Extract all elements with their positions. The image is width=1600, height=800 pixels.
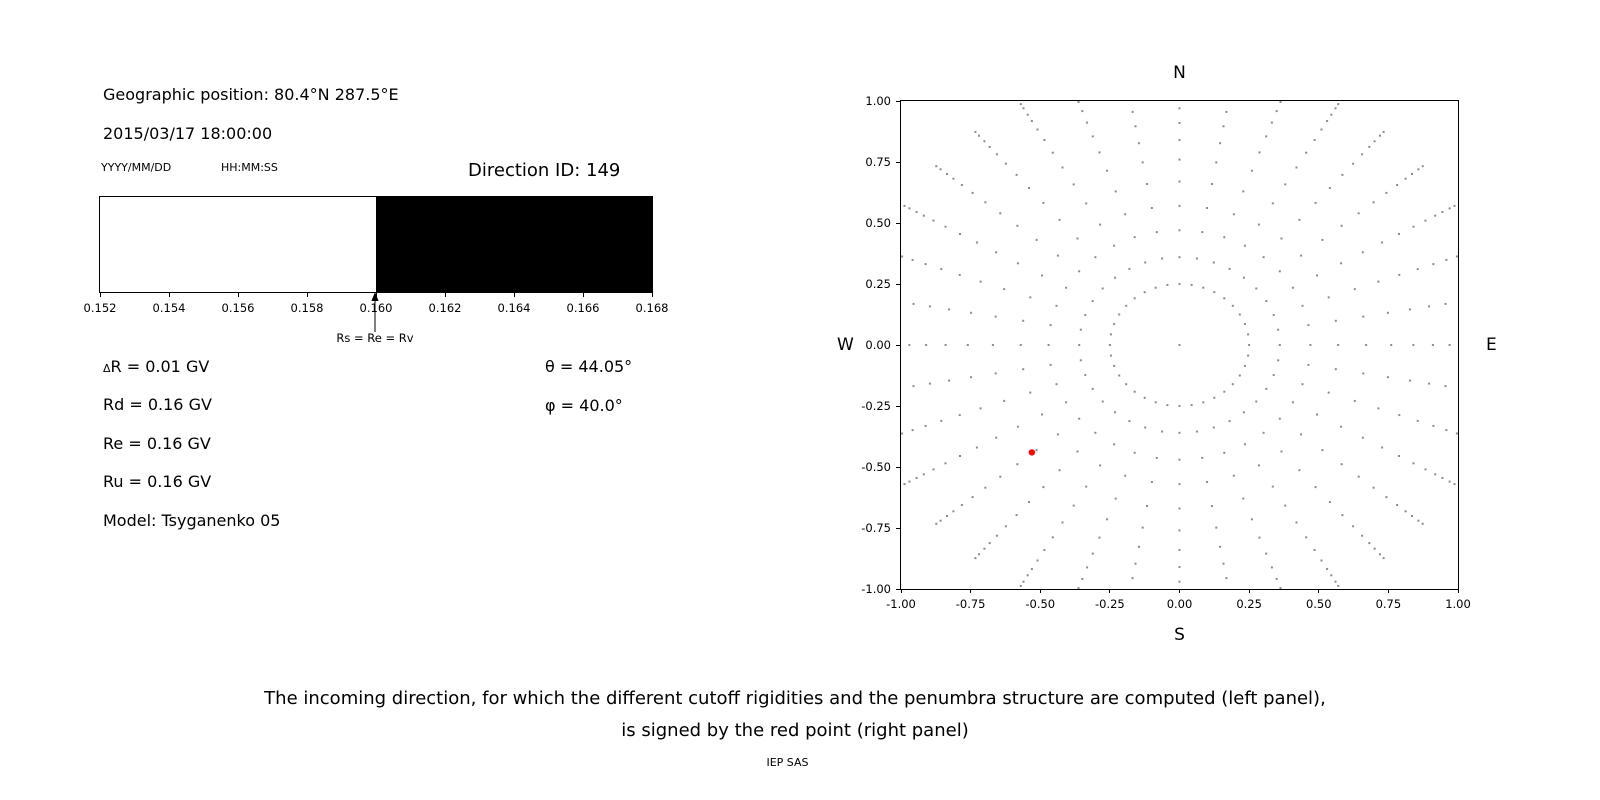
- scatter-x-tickmark: [1248, 589, 1250, 593]
- scatter-x-tick-label: -1.00: [886, 597, 916, 611]
- scatter-y-tick-label: 0.00: [865, 338, 891, 352]
- scatter-x-tickmark: [1457, 589, 1459, 593]
- penumbra-x-tickmark: [168, 293, 170, 297]
- re-line: Re = 0.16 GV: [103, 434, 211, 453]
- penumbra-segment: [100, 197, 376, 292]
- penumbra-x-tickmark: [513, 293, 515, 297]
- penumbra-x-tick-label: 0.160: [359, 301, 393, 315]
- delta-symbol: Δ: [103, 362, 111, 375]
- scatter-x-tick-label: 0.50: [1305, 597, 1332, 611]
- penumbra-x-tick-label: 0.158: [290, 301, 324, 315]
- penumbra-x-tick-label: 0.154: [152, 301, 186, 315]
- scatter-x-tickmark: [970, 589, 972, 593]
- scatter-y-tickmark: [896, 100, 900, 102]
- scatter-x-tick-label: -0.50: [1025, 597, 1056, 611]
- scatter-x-tickmark: [1318, 589, 1320, 593]
- phi-value: φ = 40.0°: [545, 396, 623, 415]
- compass-east-label: E: [1486, 335, 1497, 355]
- theta-value: θ = 44.05°: [545, 357, 633, 376]
- scatter-x-tick-label: 1.00: [1445, 597, 1471, 611]
- time-format-label: HH:MM:SS: [221, 161, 278, 174]
- direction-id-title: Direction ID: 149: [468, 160, 621, 181]
- scatter-x-tickmark: [1179, 589, 1180, 593]
- scatter-y-tick-label: -1.00: [861, 582, 891, 596]
- scatter-x-tick-label: -0.25: [1094, 597, 1125, 611]
- scatter-y-tickmark: [896, 344, 900, 346]
- penumbra-x-tickmark: [651, 293, 653, 297]
- caption-line-2: is signed by the red point (right panel): [621, 720, 969, 741]
- scatter-y-tick-label: -0.75: [861, 521, 891, 535]
- scatter-y-tick-label: 0.50: [865, 216, 891, 230]
- compass-west-label: W: [837, 335, 854, 355]
- penumbra-segment: [376, 197, 652, 292]
- scatter-y-tick-label: 0.25: [865, 277, 891, 291]
- penumbra-x-tickmark: [306, 293, 308, 297]
- penumbra-x-tickmark: [237, 293, 239, 297]
- credit-text: IEP SAS: [766, 756, 809, 769]
- scatter-y-tickmark: [896, 405, 900, 407]
- scatter-y-tickmark: [896, 466, 900, 468]
- cutoff-arrow-label: Rs = Re = Rv: [336, 331, 414, 345]
- scatter-x-tick-label: 0.00: [1166, 597, 1193, 611]
- penumbra-bar: [99, 196, 653, 293]
- scatter-y-tickmark: [896, 161, 900, 163]
- caption-line-1: The incoming direction, for which the di…: [264, 688, 1326, 709]
- compass-north-label: N: [1173, 63, 1186, 83]
- penumbra-x-axis: 0.152 0.154 0.156 0.158 0.160 0.162 0.164 0.166…: [84, 293, 668, 319]
- penumbra-x-tick-label: 0.156: [221, 301, 255, 315]
- penumbra-x-tick-label: 0.152: [83, 301, 117, 315]
- scatter-y-tickmark: [896, 283, 900, 285]
- penumbra-x-tickmark: [99, 293, 101, 297]
- scatter-x-tickmark: [1039, 589, 1041, 593]
- penumbra-x-tick-label: 0.164: [497, 301, 531, 315]
- scatter-y-tick-label: 1.00: [865, 94, 891, 108]
- penumbra-x-tickmark: [444, 293, 446, 297]
- penumbra-x-tickmark: [582, 293, 584, 297]
- scatter-y-tick-label: -0.50: [861, 460, 891, 474]
- ru-line: Ru = 0.16 GV: [103, 472, 212, 491]
- geo-position-text: Geographic position: 80.4°N 287.5°E: [103, 85, 399, 104]
- date-format-label: YYYY/MM/DD: [101, 161, 172, 174]
- model-line: Model: Tsyganenko 05: [103, 511, 281, 530]
- cutoff-arrow-icon: [371, 292, 379, 332]
- direction-plot: N S W E -1.00 -0.75 -0.50 -0.25 0.00 0.25 0.50…: [837, 63, 1497, 645]
- penumbra-x-tick-label: 0.168: [635, 301, 669, 315]
- penumbra-x-tick-label: 0.166: [566, 301, 600, 315]
- direction-scatter-canvas: [901, 101, 1458, 589]
- red-direction-point: [1028, 449, 1036, 456]
- scatter-x-tick-label: 0.25: [1236, 597, 1262, 611]
- scatter-x-tickmark: [900, 589, 902, 593]
- scatter-y-tickmark: [896, 222, 900, 224]
- scatter-x-tick-label: 0.75: [1375, 597, 1402, 611]
- scatter-x-tickmark: [1387, 589, 1389, 593]
- penumbra-x-tick-label: 0.162: [428, 301, 462, 315]
- scatter-x-tick-label: -0.75: [955, 597, 986, 611]
- rd-line: Rd = 0.16 GV: [103, 395, 212, 414]
- datetime-text: 2015/03/17 18:00:00: [103, 124, 273, 143]
- scatter-y-tickmark: [896, 527, 900, 529]
- scatter-y-tick-label: -0.25: [861, 399, 891, 413]
- scatter-y-tickmark: [896, 588, 900, 590]
- delta-r-line: ΔR = 0.01 GV: [103, 357, 209, 376]
- delta-r-text: R = 0.01 GV: [110, 357, 210, 376]
- scatter-x-tickmark: [1109, 589, 1111, 593]
- compass-south-label: S: [1174, 625, 1185, 645]
- scatter-y-tick-label: 0.75: [865, 155, 891, 169]
